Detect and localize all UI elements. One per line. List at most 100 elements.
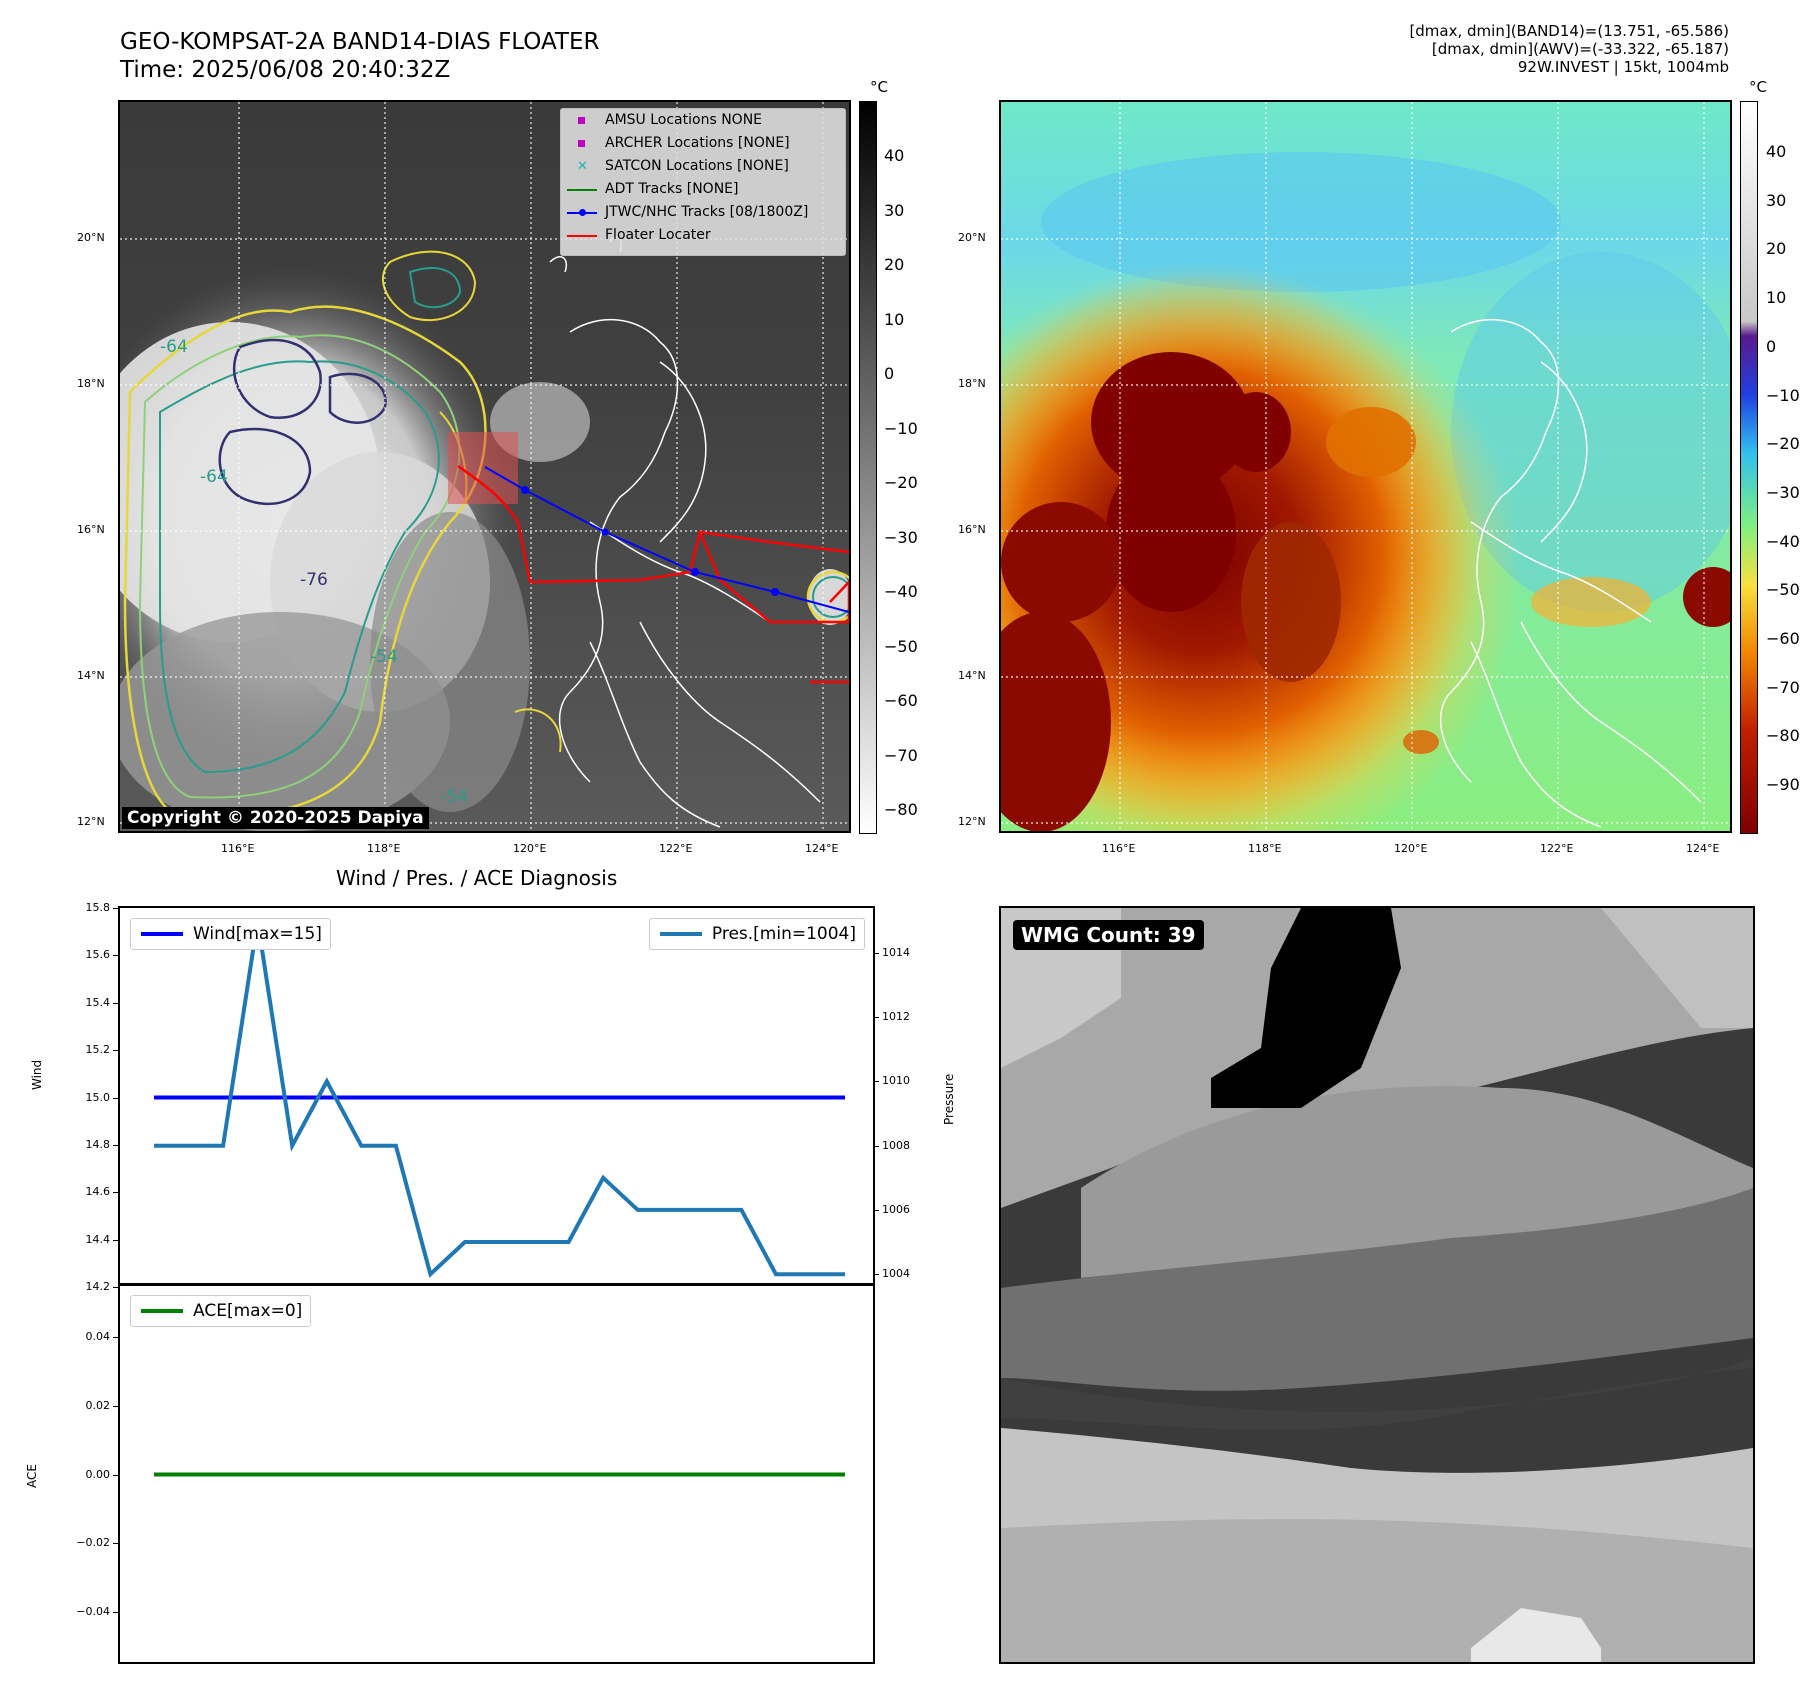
axis-tick-label: 1006 bbox=[882, 1202, 910, 1216]
storm-info: [dmax, dmin](BAND14)=(13.751, -65.586) [… bbox=[1409, 22, 1729, 76]
contour-label: -54 bbox=[440, 787, 468, 807]
legend-label: ADT Tracks [NONE] bbox=[605, 181, 739, 197]
ace-axis-label: ACE bbox=[25, 1464, 39, 1488]
line-swatch-icon bbox=[141, 932, 183, 936]
colorbar-tick-label: −20 bbox=[884, 473, 918, 492]
lat-label: 18°N bbox=[958, 377, 986, 390]
lon-label: 124°E bbox=[1686, 842, 1720, 855]
legend-label: SATCON Locations [NONE] bbox=[605, 158, 789, 174]
axis-tick-label: 15.2 bbox=[85, 1043, 111, 1057]
colorbar-tick-label: −30 bbox=[1766, 482, 1800, 502]
colorbar-tick-label: −20 bbox=[1766, 434, 1800, 454]
colorbar-tick-label: −30 bbox=[884, 527, 918, 547]
colorbar-tick-label: −50 bbox=[884, 636, 918, 656]
dot-marker-icon bbox=[579, 209, 586, 216]
title-line-1: GEO-KOMPSAT-2A BAND14-DIAS FLOATER bbox=[120, 29, 600, 55]
colorbar-tick-label: −70 bbox=[884, 745, 918, 765]
axis-tick-mark bbox=[113, 1050, 118, 1052]
legend-label: ARCHER Locations [NONE] bbox=[605, 135, 790, 151]
colorbar-tick-label: −90 bbox=[1766, 775, 1800, 795]
axis-tick-label: −0.02 bbox=[76, 1536, 110, 1550]
lat-label: 18°N bbox=[77, 377, 105, 390]
lat-label: 12°N bbox=[77, 815, 105, 828]
lon-label: 118°E bbox=[1248, 842, 1282, 855]
lon-label: 122°E bbox=[659, 842, 693, 855]
colorbar-tick-label: −10 bbox=[884, 418, 918, 438]
ir-grayscale-map: -64 -76 -54 -64 -54 AMSU Locations NONE … bbox=[118, 100, 851, 833]
diagnosis-title: Wind / Pres. / ACE Diagnosis bbox=[336, 866, 618, 890]
axis-tick-mark bbox=[113, 1287, 118, 1288]
legend-item-amsu: AMSU Locations NONE bbox=[561, 109, 845, 132]
axis-tick-mark bbox=[113, 1474, 118, 1476]
colorbar-tick-label: 10 bbox=[884, 309, 905, 329]
axis-tick-label: 1010 bbox=[882, 1074, 910, 1088]
pressure-series-line bbox=[154, 920, 845, 1278]
axis-tick-mark bbox=[113, 1002, 118, 1004]
wind-legend-label: Wind[max=15] bbox=[193, 924, 322, 944]
grayscale-colorbar bbox=[859, 101, 877, 834]
pressure-legend: Pres.[min=1004] bbox=[648, 918, 865, 950]
ir-color-map bbox=[999, 100, 1732, 833]
colorbar-unit: °C bbox=[870, 78, 888, 96]
colorbar-tick-label: 10 bbox=[1766, 288, 1787, 308]
axis-tick-mark bbox=[113, 908, 118, 909]
lat-label: 20°N bbox=[77, 231, 105, 244]
legend-label: JTWC/NHC Tracks [08/1800Z] bbox=[605, 204, 809, 220]
info-line-1: [dmax, dmin](BAND14)=(13.751, -65.586) bbox=[1409, 22, 1729, 40]
contour-label: -64 bbox=[160, 337, 188, 357]
axis-tick-label: 1008 bbox=[882, 1138, 910, 1152]
lon-label: 116°E bbox=[221, 842, 255, 855]
lat-label: 12°N bbox=[958, 815, 986, 828]
axis-tick-label: 14.6 bbox=[85, 1185, 111, 1199]
axis-tick-label: 1012 bbox=[882, 1010, 910, 1024]
wmg-panel: WMG Count: 39 bbox=[999, 906, 1755, 1664]
lon-label: 120°E bbox=[1394, 842, 1428, 855]
colorbar-tick-label: 20 bbox=[884, 255, 905, 274]
legend-item-jtwc: JTWC/NHC Tracks [08/1800Z] bbox=[561, 201, 845, 224]
figure-title: GEO-KOMPSAT-2A BAND14-DIAS FLOATER Time:… bbox=[120, 28, 600, 84]
axis-tick-label: 14.8 bbox=[85, 1137, 111, 1151]
axis-tick-label: 15.8 bbox=[85, 901, 111, 914]
axis-tick-mark bbox=[874, 1145, 879, 1147]
contour-label: -54 bbox=[370, 647, 398, 667]
copyright-badge: Copyright © 2020-2025 Dapiya bbox=[122, 807, 429, 829]
axis-tick-label: 15.4 bbox=[85, 995, 111, 1009]
lon-label: 118°E bbox=[367, 842, 401, 855]
axis-tick-mark bbox=[874, 1209, 879, 1211]
lon-label: 116°E bbox=[1102, 842, 1136, 855]
colorbar-tick-label: −80 bbox=[1766, 726, 1800, 746]
wmg-count-badge: WMG Count: 39 bbox=[1013, 920, 1204, 950]
ace-legend-label: ACE[max=0] bbox=[193, 1301, 303, 1321]
line-swatch-icon bbox=[141, 1309, 183, 1313]
colorbar-tick-label: 30 bbox=[1766, 190, 1787, 210]
info-line-3: 92W.INVEST | 15kt, 1004mb bbox=[1517, 58, 1729, 76]
legend-label: AMSU Locations NONE bbox=[605, 112, 763, 128]
axis-tick-mark bbox=[874, 952, 879, 954]
legend-item-archer: ARCHER Locations [NONE] bbox=[561, 132, 845, 155]
axis-tick-label: 0.00 bbox=[85, 1467, 111, 1481]
axis-tick-label: 14.4 bbox=[85, 1232, 111, 1246]
legend-item-adt: ADT Tracks [NONE] bbox=[561, 178, 845, 201]
axis-tick-mark bbox=[113, 1336, 118, 1338]
contour-label: -76 bbox=[300, 570, 328, 590]
lon-label: 124°E bbox=[805, 842, 839, 855]
lon-label: 120°E bbox=[513, 842, 547, 855]
pressure-axis-label: Pressure bbox=[942, 1073, 956, 1125]
ace-svg bbox=[154, 1472, 845, 1477]
lat-label: 14°N bbox=[77, 669, 105, 682]
colorbar-tick-label: −50 bbox=[1766, 580, 1800, 600]
axis-tick-label: 0.02 bbox=[85, 1398, 111, 1412]
colorbar-tick-label: 20 bbox=[1766, 239, 1787, 259]
ace-legend: ACE[max=0] bbox=[130, 1295, 312, 1327]
info-line-2: [dmax, dmin](AWV)=(-33.322, -65.187) bbox=[1431, 40, 1729, 58]
square-marker-icon bbox=[578, 140, 585, 147]
colorbar-tick-label: −80 bbox=[884, 800, 918, 819]
line-marker-icon bbox=[567, 235, 597, 237]
axis-tick-mark bbox=[113, 1239, 118, 1241]
legend-item-floater: Floater Locater bbox=[561, 224, 845, 247]
title-line-2: Time: 2025/06/08 20:40:32Z bbox=[120, 57, 451, 83]
wmg-image bbox=[1001, 908, 1753, 1662]
wind-pressure-plot: Wind[max=15] Pres.[min=1004] bbox=[118, 906, 875, 1286]
map-legend: AMSU Locations NONE ARCHER Locations [NO… bbox=[560, 108, 846, 256]
color-colorbar bbox=[1740, 101, 1758, 834]
